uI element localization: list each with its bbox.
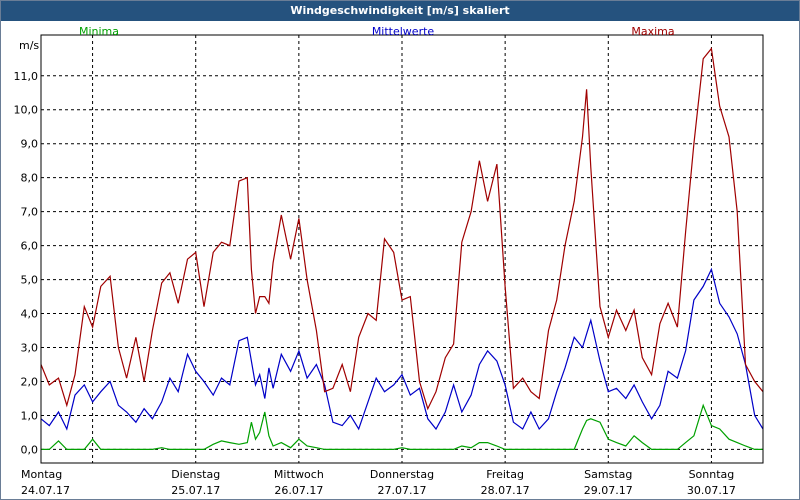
y-tick-label: 6,0 [21, 240, 39, 253]
y-tick-label: 9,0 [21, 138, 39, 151]
axis-labels: 0,0 1,0 2,0 3,0 4,0 5,0 6,0 7,0 8,0 9,0 10,0 11,0 m/… [14, 39, 736, 497]
x-tick-weekday: Donnerstag [370, 468, 434, 481]
x-tick-date: 26.07.17 [274, 484, 323, 497]
y-tick-label: 7,0 [21, 206, 39, 219]
series-line-minima [41, 403, 763, 450]
y-tick-label: 10,0 [14, 104, 39, 117]
x-tick-weekday: Samstag [584, 468, 632, 481]
x-tick-weekday: Sonntag [689, 468, 735, 481]
x-tick-weekday: Montag [21, 468, 62, 481]
y-tick-label: 11,0 [14, 70, 39, 83]
y-tick-label: 3,0 [21, 342, 39, 355]
y-tick-label: 0,0 [21, 443, 39, 456]
x-tick-weekday: Mittwoch [274, 468, 324, 481]
y-tick-label: 4,0 [21, 308, 39, 321]
y-tick-label: 1,0 [21, 409, 39, 422]
y-tick-label: 5,0 [21, 274, 39, 287]
x-tick-date: 25.07.17 [171, 484, 220, 497]
wind-speed-chart: 0,0 1,0 2,0 3,0 4,0 5,0 6,0 7,0 8,0 9,0 10,0 11,0 m/… [14, 25, 764, 497]
y-tick-label: 2,0 [21, 375, 39, 388]
series-line-maxima [40, 47, 764, 411]
series-line-mittelwerte [40, 267, 764, 431]
y-axis-label: m/s [19, 39, 39, 52]
x-tick-date: 24.07.17 [21, 484, 70, 497]
x-tick-weekday: Dienstag [171, 468, 220, 481]
legend-entry: Maxima [631, 25, 674, 38]
y-tick-label: 8,0 [21, 172, 39, 185]
x-tick-date: 28.07.17 [481, 484, 530, 497]
window-title: Windgeschwindigkeit [m/s] skaliert [1, 1, 799, 21]
legend: Minima Mittelwerte Maxima [79, 25, 675, 38]
series-lines [40, 47, 764, 450]
x-tick-date: 30.07.17 [687, 484, 736, 497]
grid [41, 35, 763, 463]
legend-entry: Minima [79, 25, 119, 38]
legend-entry: Mittelwerte [372, 25, 435, 38]
x-tick-date: 29.07.17 [584, 484, 633, 497]
plot-frame [40, 34, 764, 464]
x-tick-date: 27.07.17 [378, 484, 427, 497]
x-tick-weekday: Freitag [486, 468, 524, 481]
